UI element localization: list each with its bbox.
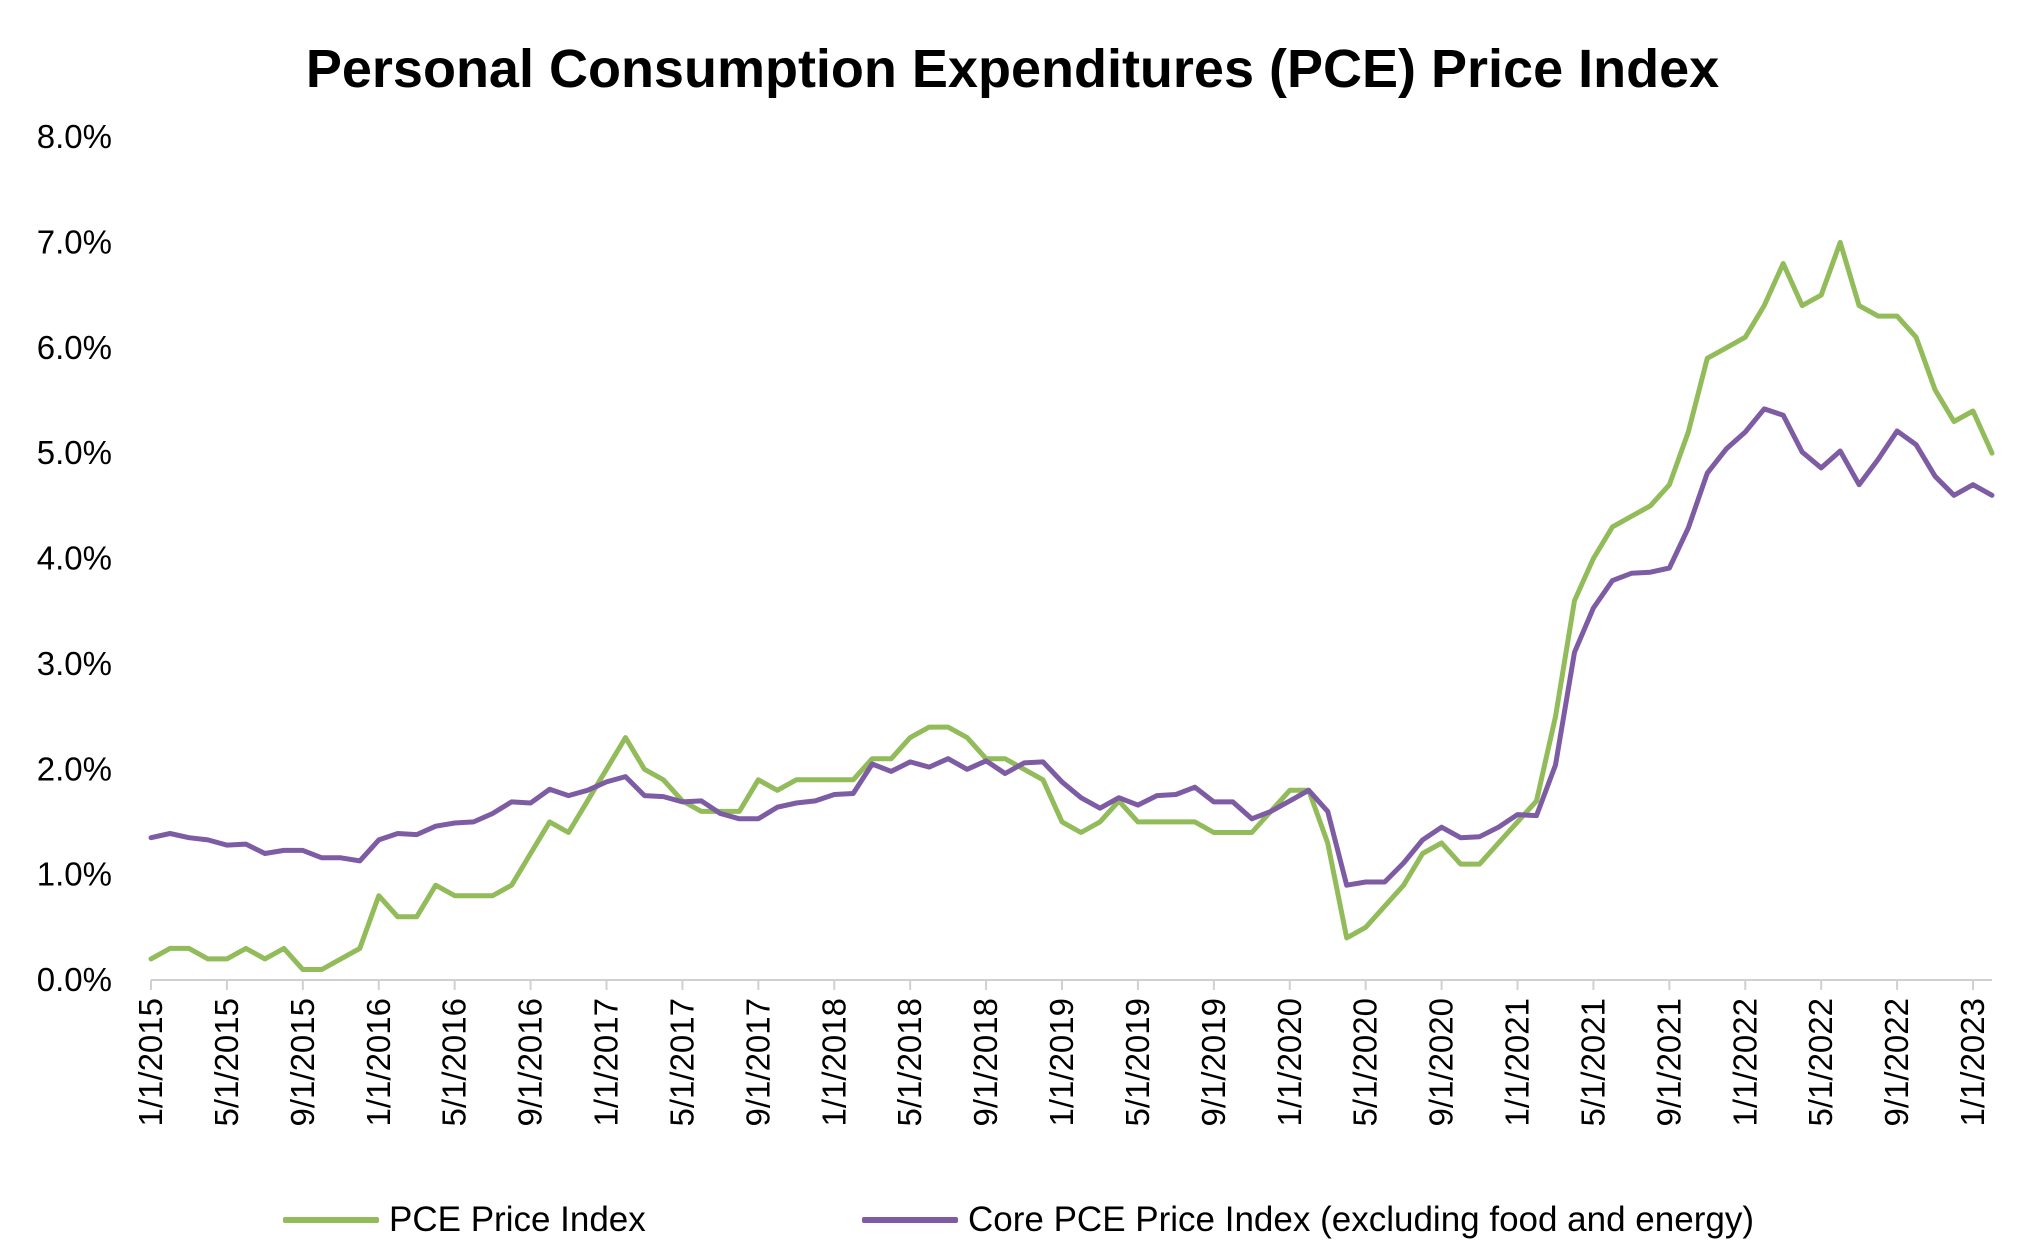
y-tick-label: 1.0% (37, 856, 112, 893)
y-tick-label: 8.0% (37, 118, 112, 155)
x-tick-label: 9/1/2018 (967, 998, 1004, 1126)
legend-swatch-pce (283, 1217, 379, 1223)
x-tick-label: 5/1/2020 (1347, 998, 1384, 1126)
x-tick-label: 5/1/2017 (663, 998, 700, 1126)
x-tick-label: 1/1/2018 (815, 998, 852, 1126)
y-tick-label: 2.0% (37, 750, 112, 787)
y-tick-label: 0.0% (37, 961, 112, 998)
x-tick-label: 1/1/2021 (1499, 998, 1536, 1126)
x-tick-label: 5/1/2019 (1119, 998, 1156, 1126)
x-tick-label: 5/1/2016 (436, 998, 473, 1126)
legend: PCE Price Index Core PCE Price Index (ex… (0, 1200, 2025, 1250)
y-tick-label: 3.0% (37, 645, 112, 682)
legend-item-core-pce: Core PCE Price Index (excluding food and… (862, 1200, 1754, 1240)
y-tick-label: 6.0% (37, 329, 112, 366)
chart-title: Personal Consumption Expenditures (PCE) … (305, 39, 1720, 99)
series-lines (148, 239, 1995, 972)
x-tick-label: 1/1/2015 (132, 998, 169, 1126)
y-tick-label: 5.0% (37, 434, 112, 471)
series-line-pce (148, 239, 1995, 972)
x-tick-label: 9/1/2021 (1650, 998, 1687, 1126)
series-line-core-pce (148, 406, 1995, 888)
x-tick-label: 1/1/2017 (588, 998, 625, 1126)
x-tick-label: 1/1/2023 (1954, 998, 1991, 1126)
x-tick-label: 9/1/2017 (739, 998, 776, 1126)
x-tick-label: 5/1/2021 (1574, 998, 1611, 1126)
x-tick-label: 1/1/2022 (1726, 998, 1763, 1126)
x-axis-ticks: 1/1/2015 5/1/2015 9/1/2015 1/1/2016 5/1/2016… (132, 980, 1991, 1126)
y-tick-label: 4.0% (37, 540, 112, 577)
legend-label-core-pce: Core PCE Price Index (excluding food and… (968, 1200, 1754, 1239)
legend-swatch-core-pce (862, 1217, 958, 1223)
x-tick-label: 9/1/2019 (1195, 998, 1232, 1126)
x-tick-label: 9/1/2016 (512, 998, 549, 1126)
x-tick-label: 1/1/2019 (1043, 998, 1080, 1126)
x-tick-label: 9/1/2020 (1423, 998, 1460, 1126)
x-tick-label: 1/1/2020 (1271, 998, 1308, 1126)
legend-item-pce: PCE Price Index (283, 1200, 646, 1240)
x-tick-label: 5/1/2018 (891, 998, 928, 1126)
y-tick-label: 7.0% (37, 223, 112, 260)
legend-label-pce: PCE Price Index (389, 1200, 646, 1239)
x-tick-label: 5/1/2022 (1802, 998, 1839, 1126)
x-tick-label: 9/1/2015 (284, 998, 321, 1126)
x-tick-label: 5/1/2015 (208, 998, 245, 1126)
x-tick-label: 1/1/2016 (360, 998, 397, 1126)
y-axis-ticks: 0.0% 1.0% 2.0% 3.0% 4.0% 5.0% 6.0% 7.0% 8.0% (37, 118, 112, 998)
x-tick-label: 9/1/2022 (1878, 998, 1915, 1126)
